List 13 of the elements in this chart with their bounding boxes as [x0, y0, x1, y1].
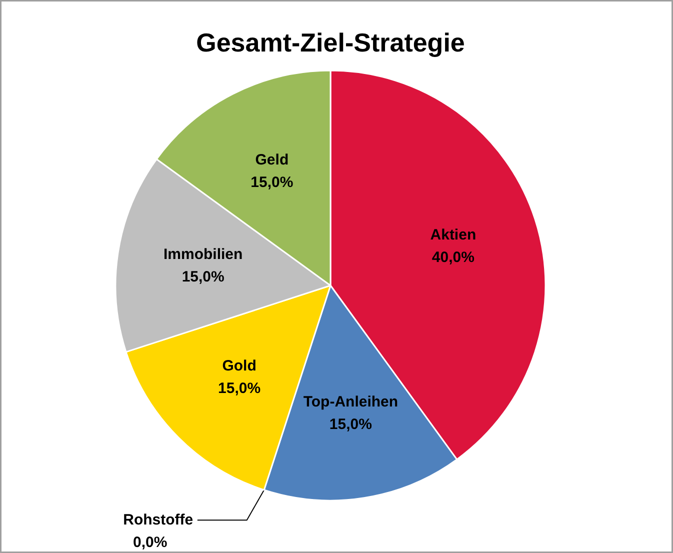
category-label: Rohstoffe	[123, 512, 194, 529]
slice-label: Geld	[255, 151, 289, 168]
slice-label: Immobilien	[164, 246, 243, 264]
chart-title: Gesamt-Ziel-Strategie	[196, 28, 465, 58]
slice-label: Gold	[222, 357, 256, 374]
slice-label: Aktien	[430, 226, 476, 244]
data-label: 40,0%	[432, 248, 474, 266]
data-label: 15,0%	[182, 268, 224, 286]
data-label: 15,0%	[218, 380, 261, 398]
text: 0,0%	[133, 534, 168, 552]
data-label: 15,0%	[250, 174, 294, 191]
data-label: 15,0%	[329, 416, 372, 434]
slice-label: Top-Anleihen	[303, 394, 398, 411]
